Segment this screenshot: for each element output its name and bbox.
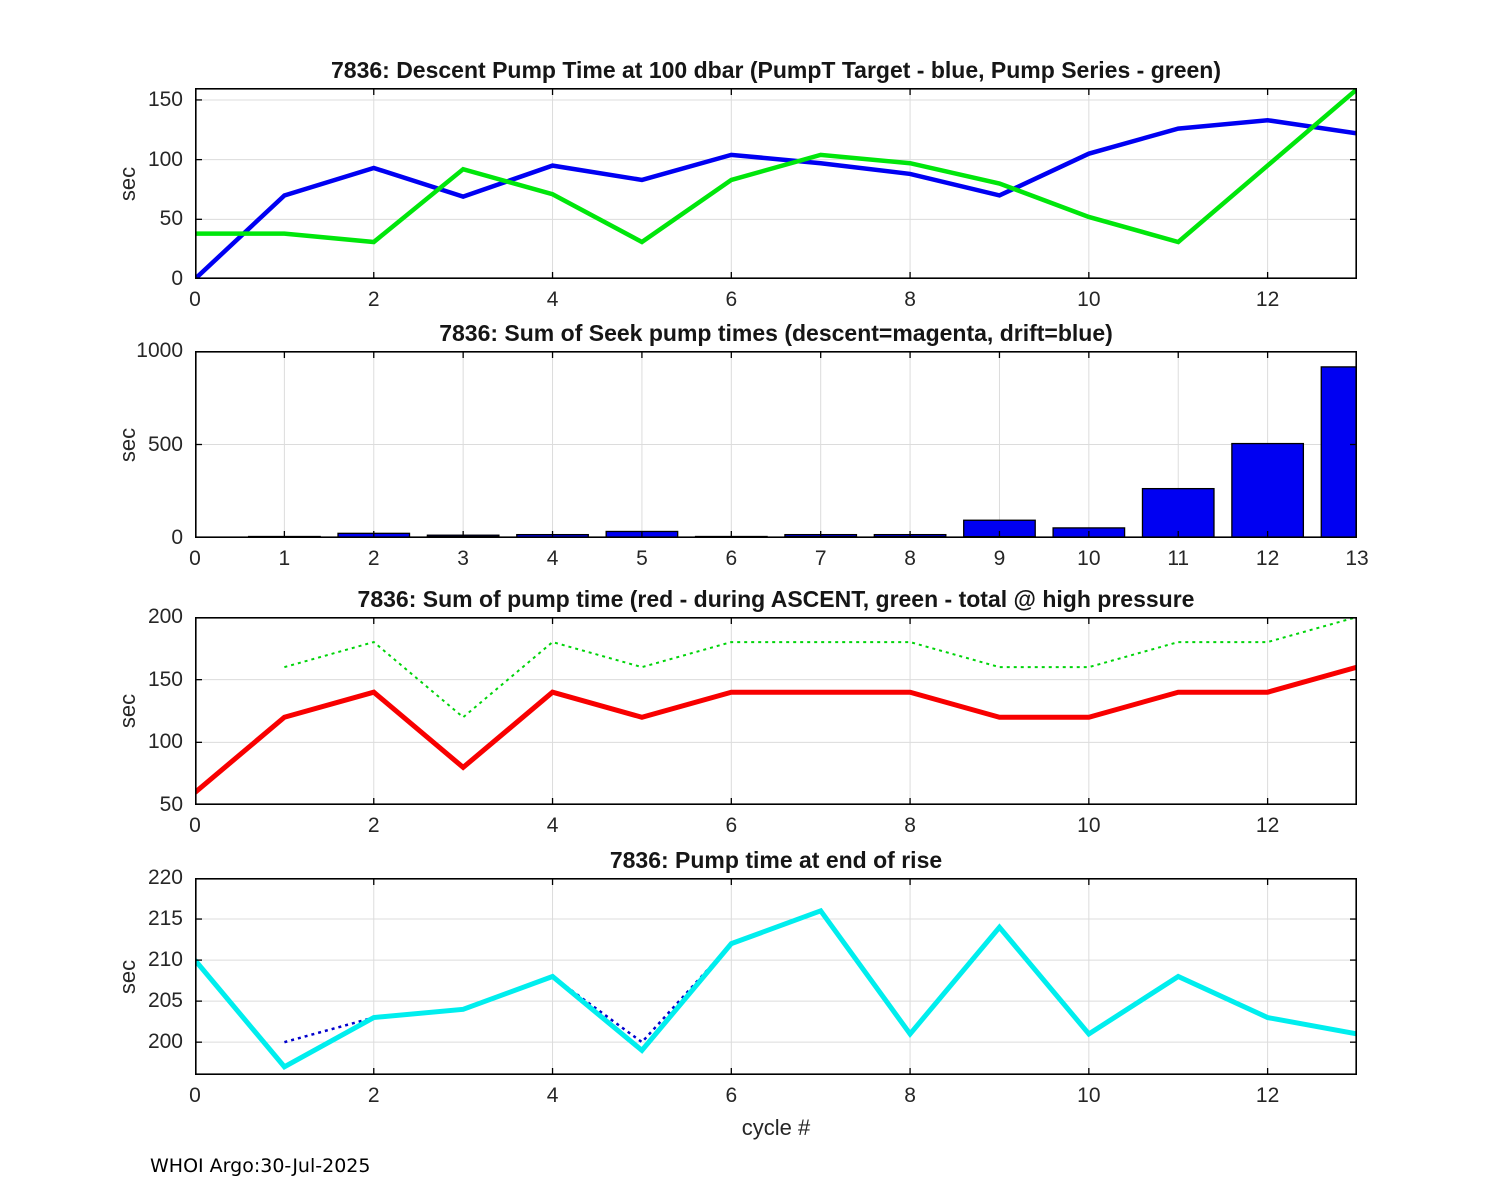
x-tick-label: 6 (725, 288, 738, 311)
x-tick-label: 9 (993, 547, 1006, 570)
x-tick-label: 2 (367, 547, 380, 570)
y-tick-label: 100 (147, 730, 183, 754)
x-tick-label: 11 (1167, 547, 1190, 570)
panel-title: 7836: Sum of pump time (red - during ASC… (357, 586, 1195, 612)
y-tick-label: 205 (147, 989, 183, 1013)
plot-area (195, 878, 1357, 1075)
panel-title: 7836: Descent Pump Time at 100 dbar (Pum… (330, 57, 1221, 83)
y-tick-label: 0 (171, 526, 183, 549)
x-tick-label: 12 (1255, 288, 1280, 311)
panel-title: 7836: Sum of Seek pump times (descent=ma… (439, 320, 1113, 346)
panel-title: 7836: Pump time at end of rise (609, 847, 943, 873)
x-tick-label: 0 (189, 288, 201, 311)
x-tick-label: 10 (1077, 288, 1101, 311)
panel-descent-pump-time: 7836: Descent Pump Time at 100 dbar (Pum… (115, 57, 1357, 311)
x-tick-label: 7 (814, 547, 827, 570)
x-tick-label: 12 (1255, 547, 1280, 570)
y-axis-label: sec (115, 693, 140, 729)
x-tick-label: 8 (904, 814, 916, 837)
x-tick-label: 8 (904, 1084, 916, 1107)
x-tick-label: 4 (546, 547, 559, 570)
x-tick-label: 2 (367, 288, 380, 311)
y-tick-label: 200 (147, 605, 183, 628)
y-tick-label: 200 (147, 1030, 183, 1054)
x-tick-label: 13 (1345, 547, 1369, 570)
y-tick-label: 150 (147, 667, 183, 691)
x-tick-label: 3 (457, 547, 469, 570)
panel-sum-pump-time: 7836: Sum of pump time (red - during ASC… (115, 586, 1357, 837)
x-tick-label: 2 (367, 1084, 380, 1107)
plot-area (195, 617, 1357, 805)
x-tick-label: 4 (546, 1084, 559, 1107)
y-tick-label: 50 (159, 207, 183, 231)
y-tick-label: 100 (147, 147, 183, 171)
x-tick-label: 0 (189, 547, 201, 570)
y-tick-label: 150 (147, 87, 183, 111)
x-tick-label: 6 (725, 547, 738, 570)
plot-area (195, 88, 1357, 279)
x-tick-label: 6 (725, 1084, 738, 1107)
x-tick-label: 10 (1077, 547, 1101, 570)
y-tick-label: 0 (171, 267, 183, 290)
x-tick-label: 2 (367, 814, 380, 837)
x-tick-label: 8 (904, 288, 916, 311)
y-axis-label: sec (115, 166, 140, 201)
x-tick-label: 1 (278, 547, 291, 570)
y-tick-label: 215 (147, 907, 183, 931)
x-tick-label: 4 (546, 288, 559, 311)
x-tick-label: 0 (189, 814, 201, 837)
x-tick-label: 10 (1077, 814, 1101, 837)
x-tick-label: 10 (1077, 1084, 1101, 1107)
plot-area (195, 351, 1357, 538)
panel-pump-time-end-of-rise: 7836: Pump time at end of rise sec cycle… (115, 847, 1357, 1140)
y-axis-label: sec (115, 427, 140, 462)
x-tick-label: 12 (1255, 814, 1280, 837)
x-tick-label: 8 (904, 547, 916, 570)
x-tick-label: 0 (189, 1084, 201, 1107)
x-tick-label: 6 (725, 814, 738, 837)
x-tick-label: 12 (1255, 1084, 1280, 1107)
y-axis-label: sec (115, 959, 140, 994)
x-tick-label: 5 (636, 547, 648, 570)
y-tick-label: 220 (147, 866, 183, 889)
panel-seek-pump-times: 7836: Sum of Seek pump times (descent=ma… (115, 320, 1369, 570)
figure-footer-credit: WHOI Argo:30-Jul-2025 (150, 1155, 371, 1177)
y-tick-label: 1000 (136, 339, 183, 362)
x-tick-label: 4 (546, 814, 559, 837)
y-tick-label: 500 (147, 432, 183, 456)
y-tick-label: 210 (147, 948, 183, 972)
y-tick-label: 50 (159, 793, 183, 816)
x-axis-label: cycle # (741, 1115, 811, 1140)
